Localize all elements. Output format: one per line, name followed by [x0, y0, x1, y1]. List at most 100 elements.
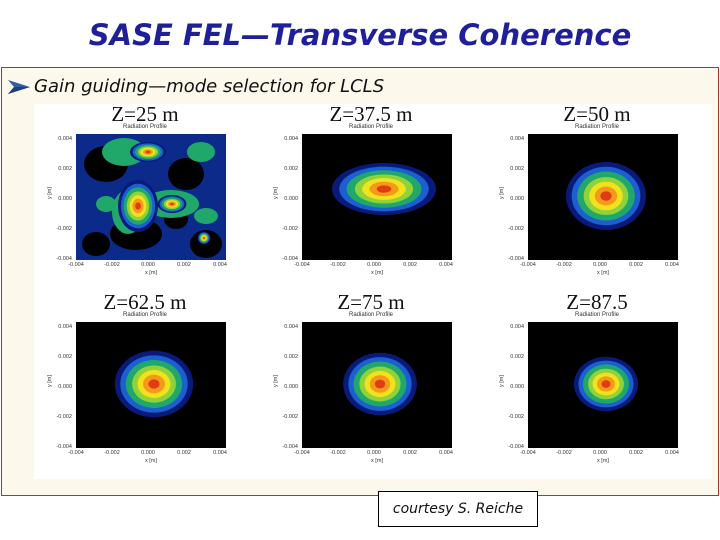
radiation-profile-panel: Z=50 m Radiation Profile 0.004 0.002 0.000 -0…: [486, 102, 708, 284]
y-tick-label: 0.000: [284, 384, 298, 390]
x-tick-label: 0.000: [141, 450, 155, 456]
x-tick-label: 0.004: [439, 450, 453, 456]
radiation-profile-panel: Z=62.5 m Radiation Profile 0.004 0.002 0.000…: [34, 290, 256, 472]
radiation-profile-plot: [528, 134, 678, 260]
x-tick-label: -0.004: [68, 450, 84, 456]
x-axis-label: x [m]: [371, 270, 383, 276]
x-tick-label: -0.004: [68, 262, 84, 268]
z-position-label: Z=37.5 m: [329, 102, 413, 126]
profile-label: Radiation Profile: [574, 312, 620, 318]
radiation-profile-panel: Z=37.5 m Radiation Profile 0.004 0.002 0.000…: [260, 102, 482, 284]
x-tick-label: -0.002: [556, 262, 572, 268]
intensity-map: [332, 163, 436, 215]
y-tick-label: 0.004: [510, 136, 524, 142]
y-tick-label: -0.004: [282, 444, 298, 450]
y-axis-label: y [m]: [273, 187, 279, 199]
profile-label: Radiation Profile: [348, 312, 394, 318]
radiation-profile-panel: Z=25 m Radiation Profile 0.004 0.002 0.000 -0…: [34, 102, 256, 284]
x-tick-label: -0.002: [330, 450, 346, 456]
profile-label: Radiation Profile: [122, 312, 168, 318]
x-axis-label: x [m]: [145, 458, 157, 464]
profile-label: Radiation Profile: [122, 124, 168, 130]
x-tick-label: 0.004: [665, 262, 679, 268]
radiation-profile-plot: [302, 322, 452, 448]
y-tick-label: -0.004: [282, 256, 298, 262]
profile-label: Radiation Profile: [348, 124, 394, 130]
y-tick-label: -0.002: [508, 226, 524, 232]
y-tick-label: 0.002: [58, 166, 72, 172]
y-tick-label: 0.002: [284, 166, 298, 172]
y-tick-label: -0.002: [282, 226, 298, 232]
y-tick-label: 0.004: [284, 324, 298, 330]
y-tick-label: -0.004: [508, 256, 524, 262]
credit-box: courtesy S. Reiche: [378, 491, 538, 527]
intensity-map: [574, 356, 638, 412]
y-tick-label: 0.000: [510, 196, 524, 202]
bullet-row: Gain guiding—mode selection for LCLS: [6, 76, 384, 97]
slide-title: SASE FEL—Transverse Coherence: [88, 18, 632, 52]
figure-radiation-profiles: Z=25 m Radiation Profile 0.004 0.002 0.000 -0…: [34, 102, 712, 479]
intensity-map: [566, 162, 646, 230]
z-position-label: Z=62.5 m: [103, 290, 187, 314]
y-axis-label: y [m]: [499, 187, 505, 199]
x-tick-label: 0.002: [177, 450, 191, 456]
y-tick-label: 0.000: [510, 384, 524, 390]
y-tick-label: 0.000: [284, 196, 298, 202]
x-tick-label: -0.004: [520, 450, 536, 456]
x-tick-label: 0.004: [213, 450, 227, 456]
x-axis-label: x [m]: [597, 270, 609, 276]
radiation-profile-plot: [302, 134, 452, 260]
x-tick-label: -0.002: [104, 450, 120, 456]
x-tick-label: 0.004: [665, 450, 679, 456]
x-tick-label: -0.002: [556, 450, 572, 456]
y-tick-label: 0.004: [58, 136, 72, 142]
radiation-profile-plot: [76, 322, 226, 448]
z-position-label: Z=50 m: [563, 102, 631, 126]
intensity-map: [114, 350, 194, 418]
y-tick-label: -0.004: [56, 256, 72, 262]
y-axis-label: y [m]: [499, 375, 505, 387]
y-tick-label: 0.002: [284, 354, 298, 360]
x-tick-label: 0.002: [629, 450, 643, 456]
y-tick-label: -0.002: [56, 226, 72, 232]
x-tick-label: -0.004: [520, 262, 536, 268]
x-tick-label: -0.002: [330, 262, 346, 268]
x-tick-label: 0.002: [629, 262, 643, 268]
y-tick-label: 0.000: [58, 384, 72, 390]
y-tick-label: -0.002: [56, 414, 72, 420]
x-tick-label: -0.002: [104, 262, 120, 268]
x-tick-label: 0.000: [367, 450, 381, 456]
x-tick-label: 0.002: [403, 450, 417, 456]
y-tick-label: -0.002: [508, 414, 524, 420]
y-tick-label: 0.004: [58, 324, 72, 330]
x-axis-label: x [m]: [597, 458, 609, 464]
y-axis-label: y [m]: [47, 187, 53, 199]
z-position-label: Z=25 m: [111, 102, 179, 126]
y-tick-label: 0.002: [510, 354, 524, 360]
y-tick-label: 0.002: [510, 166, 524, 172]
x-tick-label: 0.002: [403, 262, 417, 268]
y-tick-label: 0.004: [284, 136, 298, 142]
x-tick-label: 0.000: [367, 262, 381, 268]
radiation-profile-panel: Z=87.5 Radiation Profile 0.004 0.002 0.000 -0…: [486, 290, 708, 472]
x-tick-label: 0.000: [593, 262, 607, 268]
arrow-bullet-icon: [8, 79, 30, 94]
radiation-profile-panel: Z=75 m Radiation Profile 0.004 0.002 0.000 -0…: [260, 290, 482, 472]
y-axis-label: y [m]: [47, 375, 53, 387]
intensity-map: [76, 134, 226, 260]
bullet-text: Gain guiding—mode selection for LCLS: [34, 76, 385, 97]
y-tick-label: -0.004: [508, 444, 524, 450]
radiation-profile-plot: [76, 134, 226, 260]
profile-label: Radiation Profile: [574, 124, 620, 130]
y-tick-label: -0.004: [56, 444, 72, 450]
y-tick-label: 0.004: [510, 324, 524, 330]
x-tick-label: 0.000: [593, 450, 607, 456]
x-tick-label: 0.002: [177, 262, 191, 268]
intensity-map: [343, 352, 417, 416]
radiation-profile-plot: [528, 322, 678, 448]
y-tick-label: -0.002: [282, 414, 298, 420]
y-tick-label: 0.000: [58, 196, 72, 202]
x-tick-label: -0.004: [294, 262, 310, 268]
z-position-label: Z=87.5: [566, 290, 628, 314]
x-tick-label: 0.000: [141, 262, 155, 268]
